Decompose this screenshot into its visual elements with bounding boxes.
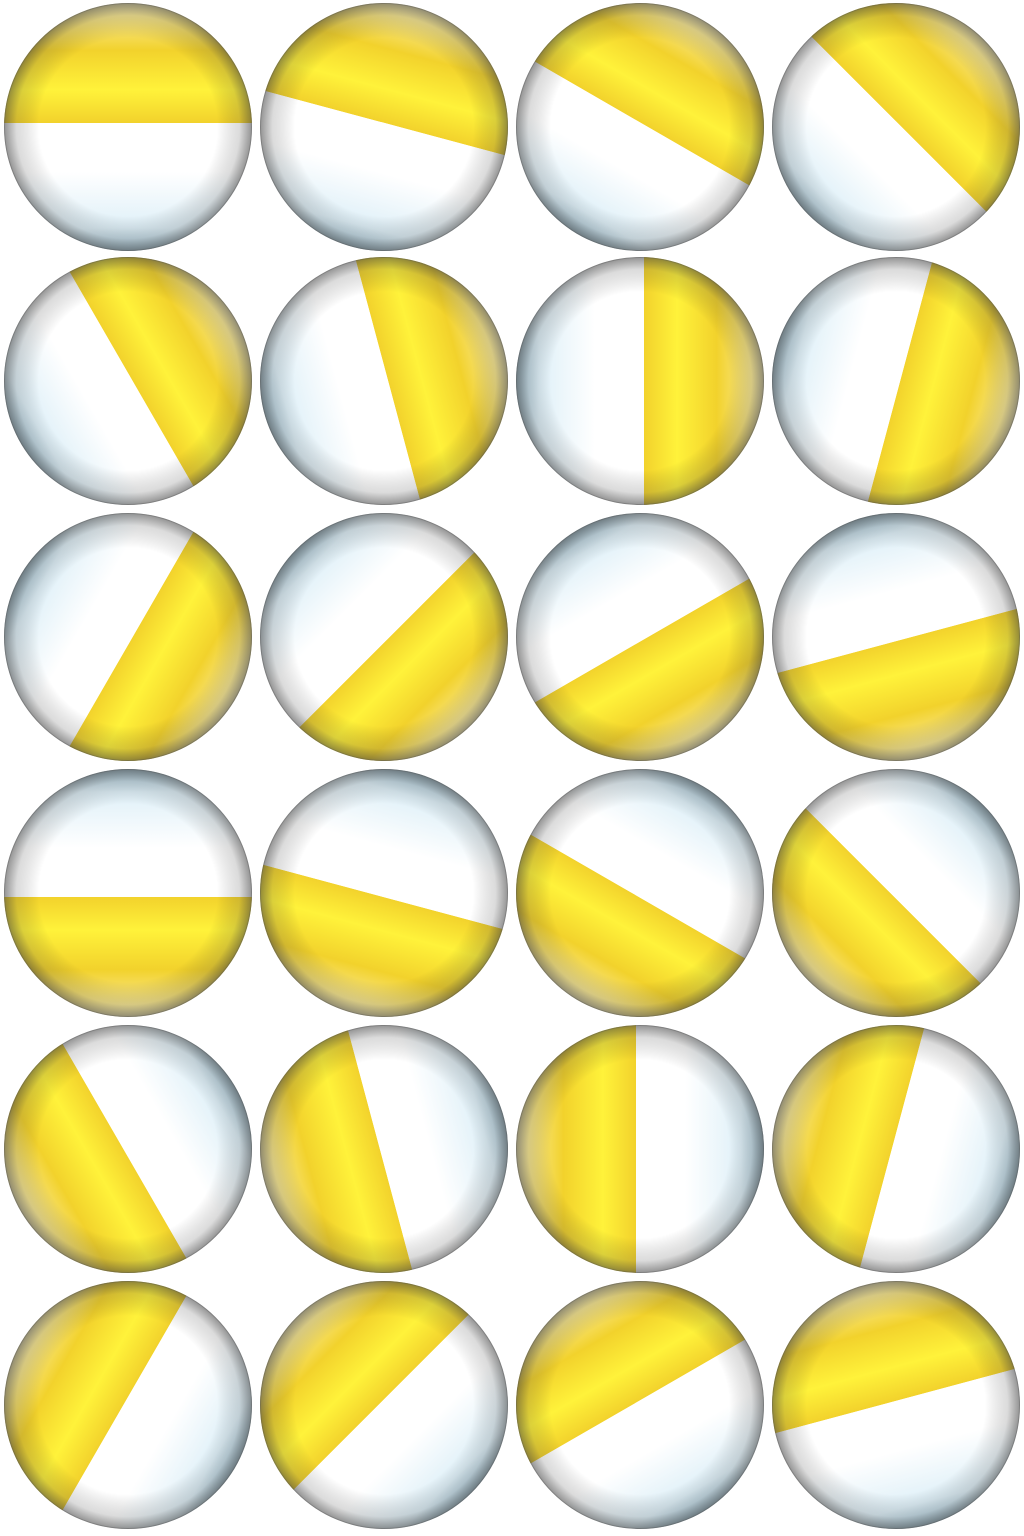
ball-edge-shading (516, 3, 764, 251)
ball-frame-18 (258, 1023, 510, 1275)
ball-edge-shading (772, 1025, 1020, 1273)
ball-edge-shading (260, 769, 508, 1017)
ball-frame-11 (514, 511, 766, 763)
ball-frame-10 (258, 511, 510, 763)
ball-edge-shading (772, 1281, 1020, 1529)
ball-edge-shading (4, 1025, 252, 1273)
ball-frame-16 (770, 767, 1022, 1019)
ball-edge-shading (772, 513, 1020, 761)
ball-frame-24 (770, 1279, 1022, 1531)
ball-frame-20 (770, 1023, 1022, 1275)
ball-frame-14 (258, 767, 510, 1019)
ball-edge-shading (4, 769, 252, 1017)
ball-edge-shading (4, 513, 252, 761)
ball-frame-4 (770, 1, 1022, 253)
ball-frame-21 (2, 1279, 254, 1531)
ball-frame-2 (258, 1, 510, 253)
ball-edge-shading (516, 1281, 764, 1529)
ball-edge-shading (260, 3, 508, 251)
ball-edge-shading (516, 1025, 764, 1273)
ball-edge-shading (4, 3, 252, 251)
ball-edge-shading (260, 1281, 508, 1529)
ball-frame-17 (2, 1023, 254, 1275)
ball-frame-5 (2, 255, 254, 507)
ball-edge-shading (772, 257, 1020, 505)
ball-frame-19 (514, 1023, 766, 1275)
ball-frame-6 (258, 255, 510, 507)
ball-edge-shading (516, 769, 764, 1017)
ball-frame-9 (2, 511, 254, 763)
ball-edge-shading (516, 513, 764, 761)
ball-edge-shading (772, 3, 1020, 251)
ball-edge-shading (260, 513, 508, 761)
ball-edge-shading (260, 1025, 508, 1273)
ball-edge-shading (4, 257, 252, 505)
ball-frame-22 (258, 1279, 510, 1531)
ball-edge-shading (4, 1281, 252, 1529)
ball-frame-8 (770, 255, 1022, 507)
ball-edge-shading (516, 257, 764, 505)
ball-frame-1 (2, 1, 254, 253)
ball-frame-12 (770, 511, 1022, 763)
ball-frame-7 (514, 255, 766, 507)
ball-frame-3 (514, 1, 766, 253)
ball-frame-13 (2, 767, 254, 1019)
ball-edge-shading (772, 769, 1020, 1017)
ball-frame-15 (514, 767, 766, 1019)
ball-frame-23 (514, 1279, 766, 1531)
ball-edge-shading (260, 257, 508, 505)
